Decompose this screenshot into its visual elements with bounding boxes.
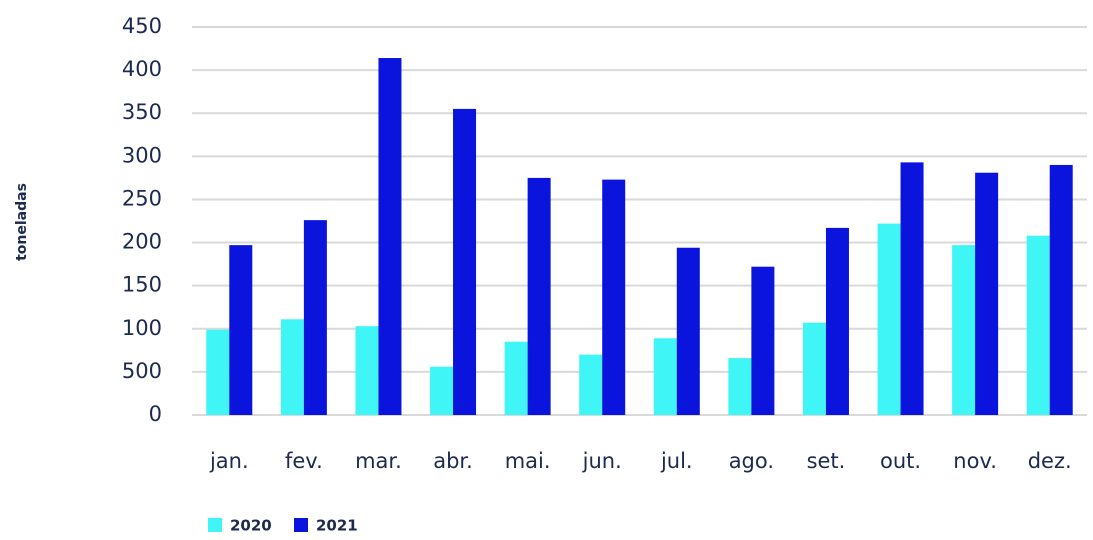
x-tick-label: out.	[880, 449, 921, 473]
x-tick-label: jul.	[660, 449, 693, 473]
bar	[303, 220, 327, 415]
legend-label: 2020	[230, 517, 272, 535]
bar	[952, 245, 976, 415]
x-tick-label: abr.	[433, 449, 473, 473]
x-tick-label: mai.	[505, 449, 551, 473]
y-tick-label: 200	[122, 230, 162, 254]
bar	[229, 245, 253, 415]
x-tick-label: ago.	[729, 449, 774, 473]
bar	[1026, 235, 1050, 415]
bar	[504, 341, 528, 415]
bar	[728, 358, 752, 415]
x-tick-label: jun.	[582, 449, 622, 473]
x-tick-label: mar.	[355, 449, 402, 473]
bar	[1049, 164, 1073, 415]
x-tick-label: set.	[807, 449, 846, 473]
x-tick-label: nov.	[953, 449, 997, 473]
legend-swatch	[294, 518, 308, 532]
bar	[579, 354, 603, 415]
bar	[751, 266, 775, 415]
bar	[602, 179, 626, 415]
bar	[453, 108, 477, 416]
bar	[877, 223, 901, 415]
legend-swatch	[208, 518, 222, 532]
x-tick-label: jan.	[209, 449, 249, 473]
bar	[653, 338, 677, 415]
bar	[378, 58, 402, 415]
y-axis-label: toneladas	[14, 183, 30, 261]
y-tick-label: 350	[122, 100, 162, 124]
x-tick-label: dez.	[1028, 449, 1072, 473]
bar	[527, 177, 551, 415]
y-tick-label: 150	[122, 273, 162, 297]
y-tick-label: 0	[149, 402, 162, 426]
bar	[355, 326, 379, 415]
bar	[802, 322, 826, 415]
y-tick-label: 400	[122, 57, 162, 81]
x-tick-label: fev.	[285, 449, 323, 473]
bar	[975, 172, 999, 415]
bar	[825, 227, 849, 415]
y-tick-label: 100	[122, 316, 162, 340]
y-tick-label: 450	[122, 14, 162, 38]
bar	[676, 247, 700, 415]
y-tick-label: 500	[122, 359, 162, 383]
y-tick-label: 250	[122, 186, 162, 210]
legend-label: 2021	[316, 517, 358, 535]
bar	[430, 366, 454, 415]
bar	[206, 329, 230, 415]
bar	[280, 319, 304, 415]
bar	[900, 162, 924, 415]
y-tick-label: 300	[122, 143, 162, 167]
